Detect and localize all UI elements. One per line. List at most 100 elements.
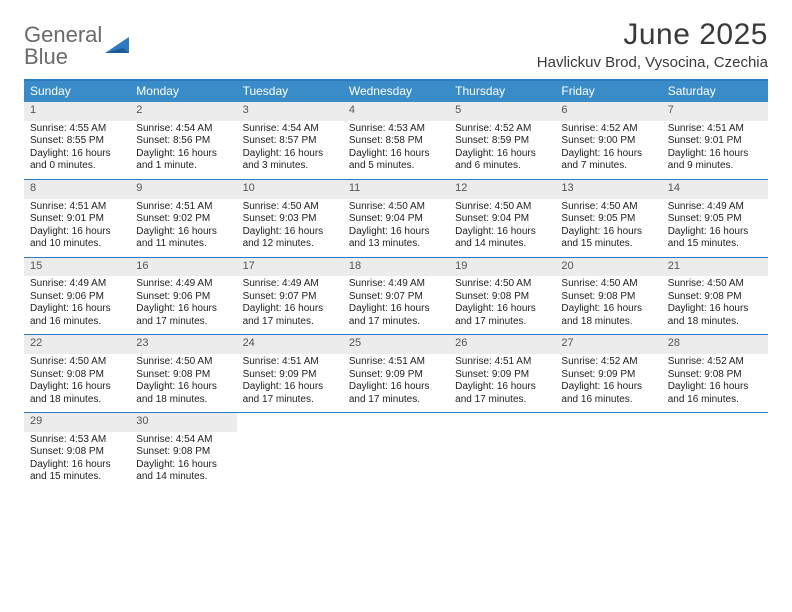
day-number: 23: [130, 335, 236, 354]
day-number: 2: [130, 102, 236, 121]
daylight-line: Daylight: 16 hours and 17 minutes.: [243, 303, 337, 328]
daylight-line: Daylight: 16 hours and 15 minutes.: [30, 459, 124, 484]
day-body: Sunrise: 4:50 AMSunset: 9:03 PMDaylight:…: [237, 201, 343, 251]
day-number: 14: [662, 180, 768, 199]
day-cell: 7 Sunrise: 4:51 AMSunset: 9:01 PMDaylight…: [662, 102, 768, 179]
sunrise-line: Sunrise: 4:50 AM: [668, 278, 762, 291]
day-number: 12: [449, 180, 555, 199]
day-cell: 1 Sunrise: 4:55 AMSunset: 8:55 PMDaylight…: [24, 102, 130, 179]
daylight-line: Daylight: 16 hours and 9 minutes.: [668, 148, 762, 173]
sunset-line: Sunset: 9:08 PM: [455, 291, 549, 304]
daylight-line: Daylight: 16 hours and 17 minutes.: [349, 381, 443, 406]
day-body: Sunrise: 4:50 AMSunset: 9:05 PMDaylight:…: [555, 201, 661, 251]
day-cell: 11Sunrise: 4:50 AMSunset: 9:04 PMDayligh…: [343, 180, 449, 257]
day-cell: 14Sunrise: 4:49 AMSunset: 9:05 PMDayligh…: [662, 180, 768, 257]
day-cell: [555, 413, 661, 490]
day-cell: 24Sunrise: 4:51 AMSunset: 9:09 PMDayligh…: [237, 335, 343, 412]
day-number: 1: [24, 102, 130, 121]
day-body: Sunrise: 4:52 AMSunset: 9:08 PMDaylight:…: [662, 356, 768, 406]
calendar-week: 22Sunrise: 4:50 AMSunset: 9:08 PMDayligh…: [24, 335, 768, 413]
calendar-week: 15Sunrise: 4:49 AMSunset: 9:06 PMDayligh…: [24, 258, 768, 336]
day-number: 8: [24, 180, 130, 199]
day-number: 17: [237, 258, 343, 277]
calendar-week: 8Sunrise: 4:51 AMSunset: 9:01 PMDaylight…: [24, 180, 768, 258]
daylight-line: Daylight: 16 hours and 14 minutes.: [455, 226, 549, 251]
weekday-header: Saturday: [662, 81, 768, 102]
day-body: Sunrise: 4:50 AMSunset: 9:08 PMDaylight:…: [555, 278, 661, 328]
day-body: Sunrise: 4:51 AMSunset: 9:09 PMDaylight:…: [237, 356, 343, 406]
day-cell: 30Sunrise: 4:54 AMSunset: 9:08 PMDayligh…: [130, 413, 236, 490]
daylight-line: Daylight: 16 hours and 18 minutes.: [561, 303, 655, 328]
day-number: 28: [662, 335, 768, 354]
sunset-line: Sunset: 9:09 PM: [349, 369, 443, 382]
day-cell: 28 Sunrise: 4:52 AMSunset: 9:08 PMDayligh…: [662, 335, 768, 412]
day-number: 19: [449, 258, 555, 277]
sunrise-line: Sunrise: 4:49 AM: [136, 278, 230, 291]
sunset-line: Sunset: 9:08 PM: [561, 291, 655, 304]
sunset-line: Sunset: 9:08 PM: [30, 369, 124, 382]
sunset-line: Sunset: 9:06 PM: [30, 291, 124, 304]
sunrise-line: Sunrise: 4:50 AM: [243, 201, 337, 214]
day-body: Sunrise: 4:52 AMSunset: 9:09 PMDaylight:…: [555, 356, 661, 406]
day-number: 4: [343, 102, 449, 121]
daylight-line: Daylight: 16 hours and 16 minutes.: [561, 381, 655, 406]
day-number: 6: [555, 102, 661, 121]
sunset-line: Sunset: 9:05 PM: [561, 213, 655, 226]
sunset-line: Sunset: 9:09 PM: [455, 369, 549, 382]
daylight-line: Daylight: 16 hours and 17 minutes.: [136, 303, 230, 328]
sunrise-line: Sunrise: 4:51 AM: [455, 356, 549, 369]
sunset-line: Sunset: 9:08 PM: [136, 446, 230, 459]
day-cell: 10Sunrise: 4:50 AMSunset: 9:03 PMDayligh…: [237, 180, 343, 257]
day-number: 16: [130, 258, 236, 277]
sunrise-line: Sunrise: 4:52 AM: [561, 356, 655, 369]
day-body: Sunrise: 4:50 AMSunset: 9:04 PMDaylight:…: [449, 201, 555, 251]
day-body: Sunrise: 4:50 AMSunset: 9:04 PMDaylight:…: [343, 201, 449, 251]
sunrise-line: Sunrise: 4:52 AM: [455, 123, 549, 136]
day-number: 22: [24, 335, 130, 354]
sunrise-line: Sunrise: 4:51 AM: [30, 201, 124, 214]
sunset-line: Sunset: 9:04 PM: [455, 213, 549, 226]
sunrise-line: Sunrise: 4:49 AM: [30, 278, 124, 291]
sunrise-line: Sunrise: 4:49 AM: [349, 278, 443, 291]
sunrise-line: Sunrise: 4:51 AM: [136, 201, 230, 214]
day-number: 3: [237, 102, 343, 121]
sunrise-line: Sunrise: 4:49 AM: [243, 278, 337, 291]
sunset-line: Sunset: 9:06 PM: [136, 291, 230, 304]
sunrise-line: Sunrise: 4:50 AM: [30, 356, 124, 369]
daylight-line: Daylight: 16 hours and 0 minutes.: [30, 148, 124, 173]
day-body: Sunrise: 4:52 AMSunset: 8:59 PMDaylight:…: [449, 123, 555, 173]
daylight-line: Daylight: 16 hours and 18 minutes.: [30, 381, 124, 406]
sunrise-line: Sunrise: 4:50 AM: [349, 201, 443, 214]
sunset-line: Sunset: 8:59 PM: [455, 135, 549, 148]
day-cell: 2Sunrise: 4:54 AMSunset: 8:56 PMDaylight…: [130, 102, 236, 179]
daylight-line: Daylight: 16 hours and 15 minutes.: [668, 226, 762, 251]
day-body: Sunrise: 4:50 AMSunset: 9:08 PMDaylight:…: [662, 278, 768, 328]
day-cell: 17Sunrise: 4:49 AMSunset: 9:07 PMDayligh…: [237, 258, 343, 335]
day-number: 7: [662, 102, 768, 121]
sunrise-line: Sunrise: 4:49 AM: [668, 201, 762, 214]
day-body: Sunrise: 4:51 AMSunset: 9:09 PMDaylight:…: [343, 356, 449, 406]
day-number: 25: [343, 335, 449, 354]
day-body: Sunrise: 4:52 AMSunset: 9:00 PMDaylight:…: [555, 123, 661, 173]
sunrise-line: Sunrise: 4:51 AM: [668, 123, 762, 136]
weekday-header: Monday: [130, 81, 236, 102]
day-body: Sunrise: 4:50 AMSunset: 9:08 PMDaylight:…: [130, 356, 236, 406]
sunset-line: Sunset: 9:00 PM: [561, 135, 655, 148]
sunrise-line: Sunrise: 4:53 AM: [30, 434, 124, 447]
sunset-line: Sunset: 9:03 PM: [243, 213, 337, 226]
day-body: Sunrise: 4:49 AMSunset: 9:06 PMDaylight:…: [24, 278, 130, 328]
sunset-line: Sunset: 9:01 PM: [30, 213, 124, 226]
sunrise-line: Sunrise: 4:50 AM: [455, 201, 549, 214]
sunrise-line: Sunrise: 4:52 AM: [668, 356, 762, 369]
day-body: Sunrise: 4:51 AMSunset: 9:01 PMDaylight:…: [662, 123, 768, 173]
day-body: Sunrise: 4:55 AMSunset: 8:55 PMDaylight:…: [24, 123, 130, 173]
weekday-header: Tuesday: [237, 81, 343, 102]
daylight-line: Daylight: 16 hours and 15 minutes.: [561, 226, 655, 251]
sunset-line: Sunset: 8:57 PM: [243, 135, 337, 148]
day-cell: [449, 413, 555, 490]
daylight-line: Daylight: 16 hours and 6 minutes.: [455, 148, 549, 173]
day-cell: 23 Sunrise: 4:50 AMSunset: 9:08 PMDayligh…: [130, 335, 236, 412]
sunrise-line: Sunrise: 4:50 AM: [136, 356, 230, 369]
day-cell: 13Sunrise: 4:50 AMSunset: 9:05 PMDayligh…: [555, 180, 661, 257]
calendar: SundayMondayTuesdayWednesdayThursdayFrid…: [24, 79, 768, 490]
